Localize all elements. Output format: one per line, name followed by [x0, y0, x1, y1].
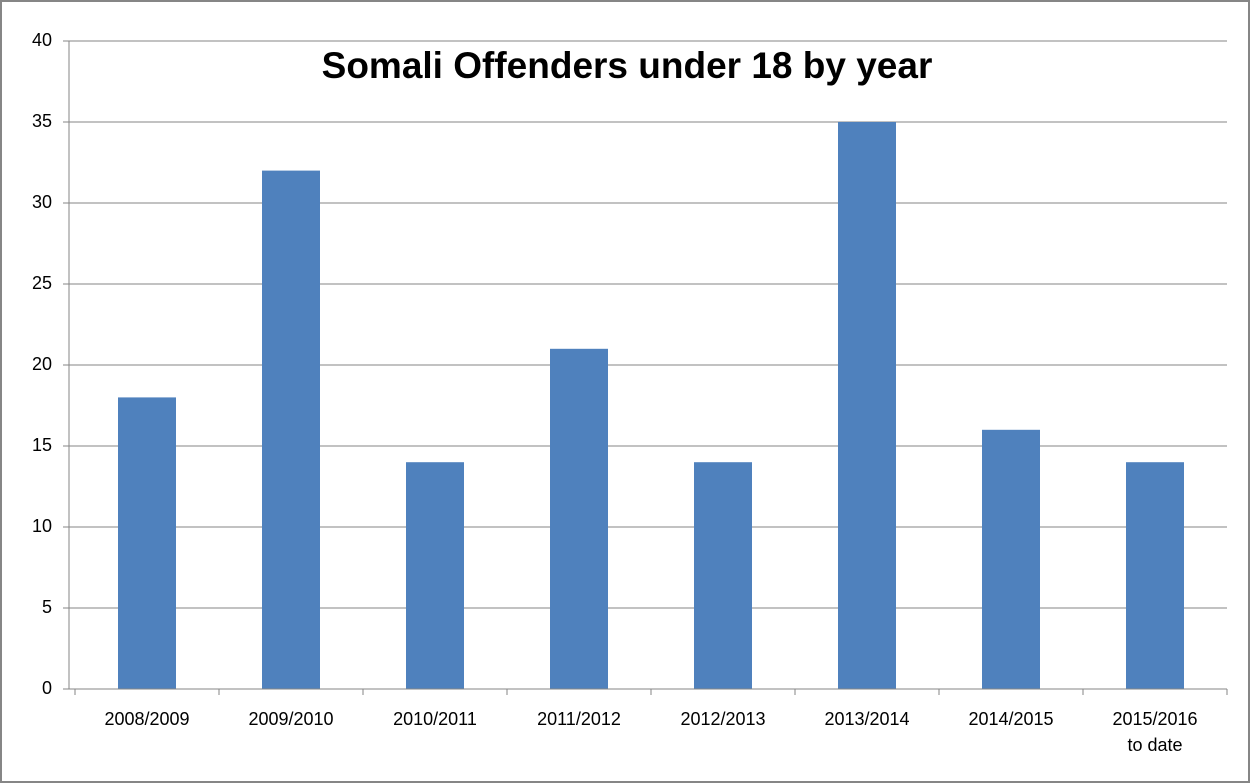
y-tick-label: 10 [32, 516, 52, 536]
y-tick-label: 30 [32, 192, 52, 212]
y-tick-label: 20 [32, 354, 52, 374]
y-tick-label: 35 [32, 111, 52, 131]
y-tick-label: 15 [32, 435, 52, 455]
x-tick-label: 2012/2013 [680, 709, 765, 729]
bar [982, 429, 1040, 689]
x-tick-label: 2009/2010 [248, 709, 333, 729]
y-tick-label: 5 [42, 597, 52, 617]
bar [262, 170, 320, 690]
y-tick-label: 25 [32, 273, 52, 293]
chart-title: Somali Offenders under 18 by year [322, 45, 933, 86]
x-tick-label: 2014/2015 [968, 709, 1053, 729]
x-tick-label: 2008/2009 [104, 709, 189, 729]
bar [406, 462, 464, 689]
bar [118, 397, 176, 689]
bar [838, 122, 896, 689]
y-tick-label: 40 [32, 30, 52, 50]
y-tick-label: 0 [42, 678, 52, 698]
x-tick-label: 2013/2014 [824, 709, 909, 729]
bar [1126, 462, 1184, 689]
x-tick-label: 2010/2011 [393, 709, 477, 729]
x-tick-label: 2015/2016 to date [1112, 709, 1197, 755]
bar [694, 462, 752, 689]
bar [550, 348, 608, 689]
x-tick-label: 2011/2012 [537, 709, 621, 729]
